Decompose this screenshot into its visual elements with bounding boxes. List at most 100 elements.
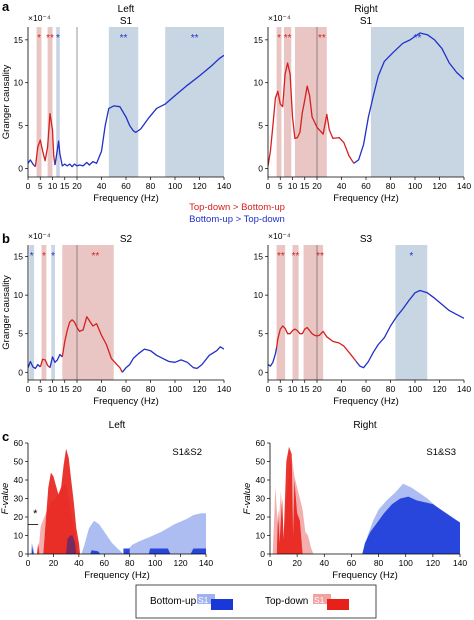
x-tick-label: 40 <box>97 181 107 191</box>
series-area-td-overlap <box>66 535 77 554</box>
y-tick-label: 0 <box>18 163 23 173</box>
y-tick-label: 50 <box>256 457 266 467</box>
y-axis-label: F-value <box>0 483 11 515</box>
sig-band <box>77 245 114 380</box>
x-tick-label: 20 <box>312 181 322 191</box>
y-exponent: ×10⁻⁴ <box>28 231 51 241</box>
series-line-bu <box>353 32 464 164</box>
y-tick-label: 15 <box>14 35 24 45</box>
x-tick-label: 140 <box>217 181 231 191</box>
series-line-td <box>268 62 355 167</box>
sig-band <box>51 245 55 380</box>
sig-band <box>317 27 327 177</box>
sig-annotation: * <box>33 508 38 520</box>
series-line-td <box>39 358 51 369</box>
legend-c-top-down-label: Top-down <box>265 596 308 607</box>
x-tick-label: 100 <box>148 558 162 568</box>
x-tick-label: 80 <box>374 558 384 568</box>
sig-band <box>165 27 224 177</box>
x-axis-label: Frequency (Hz) <box>93 193 158 204</box>
sig-stars: ** <box>284 33 292 44</box>
x-tick-label: 15 <box>300 384 310 394</box>
x-tick-label: 20 <box>72 181 82 191</box>
series-line-bu <box>54 54 224 168</box>
x-tick-label: 10 <box>288 384 298 394</box>
series-line-bu <box>28 360 41 370</box>
x-tick-label: 100 <box>408 181 422 191</box>
series-line-bu <box>355 289 464 369</box>
chart-subtitle: S1&S2 <box>172 447 202 458</box>
sig-stars: * <box>30 251 34 262</box>
y-exponent: ×10⁻⁴ <box>268 231 291 241</box>
sig-stars: ** <box>91 251 99 262</box>
legend-c-bu-swatch-light <box>197 594 215 604</box>
panel-label-a: a <box>2 0 10 14</box>
series-line-bu <box>28 159 36 168</box>
x-tick-label: 10 <box>48 181 58 191</box>
sig-band <box>41 245 47 380</box>
x-tick-label: 40 <box>320 558 330 568</box>
series-line-td <box>61 316 123 373</box>
x-tick-label: 20 <box>72 384 82 394</box>
x-tick-label: 10 <box>48 384 58 394</box>
sig-stars: ** <box>277 251 285 262</box>
sig-stars: ** <box>191 33 199 44</box>
chart-subtitle: S2 <box>120 234 133 245</box>
legend-bottom-up: Bottom-up > Top-down <box>189 214 285 225</box>
x-tick-label: 120 <box>432 181 446 191</box>
legend-c-td-swatch-text: S1 <box>314 595 325 605</box>
x-tick-label: 100 <box>168 181 182 191</box>
chart-b_right: S3×10⁻⁴** ** ** *0 5 10 15 20 40 60 80 100 120 140051… <box>254 231 472 407</box>
x-axis-label: Frequency (Hz) <box>333 396 398 407</box>
series-line-td <box>275 325 357 362</box>
x-tick-label: 15 <box>60 384 70 394</box>
sig-stars: ** <box>414 33 422 44</box>
sig-band <box>276 245 286 380</box>
chart-b_left: S2×10⁻⁴* * * **0 5 10 15 20 40 60 80 100 120 14005101… <box>1 231 231 407</box>
x-tick-label: 100 <box>168 384 182 394</box>
y-tick-label: 15 <box>254 252 264 262</box>
x-tick-label: 0 <box>266 181 271 191</box>
series-group <box>28 316 224 373</box>
y-tick-label: 15 <box>254 35 264 45</box>
x-tick-label: 5 <box>278 384 283 394</box>
x-tick-label: 0 <box>26 558 31 568</box>
y-tick-label: 5 <box>258 329 263 339</box>
sig-stars: ** <box>46 33 54 44</box>
y-tick-label: 10 <box>14 531 24 541</box>
chart-c_left: Left S1&S2 0 20 40 60 80 100 120 140 0 10 20 30 40 50 60… <box>0 420 213 581</box>
x-tick-label: 60 <box>361 384 371 394</box>
y-tick-label: 5 <box>258 121 263 131</box>
chart-title: Left <box>109 420 126 431</box>
x-axis-label: Frequency (Hz) <box>332 570 397 581</box>
x-tick-label: 140 <box>199 558 213 568</box>
y-tick-label: 15 <box>14 252 24 262</box>
chart-subtitle: S1 <box>120 16 133 27</box>
x-tick-label: 120 <box>426 558 440 568</box>
y-tick-label: 0 <box>18 549 23 559</box>
x-tick-label: 60 <box>121 181 131 191</box>
sig-stars: ** <box>316 251 324 262</box>
x-tick-label: 15 <box>60 181 70 191</box>
y-exponent: ×10⁻⁴ <box>28 13 51 23</box>
panel-label-b: b <box>2 231 10 246</box>
x-tick-label: 80 <box>146 384 156 394</box>
x-tick-label: 120 <box>173 558 187 568</box>
y-exponent: ×10⁻⁴ <box>268 13 291 23</box>
x-tick-label: 80 <box>146 181 156 191</box>
sig-band <box>303 245 317 380</box>
y-axis-label: F-value <box>242 483 253 515</box>
y-tick-label: 30 <box>256 494 266 504</box>
x-tick-label: 100 <box>399 558 413 568</box>
y-tick-label: 20 <box>256 512 266 522</box>
x-tick-label: 0 <box>266 384 271 394</box>
y-tick-label: 60 <box>14 438 24 448</box>
y-tick-label: 60 <box>256 438 266 448</box>
x-tick-label: 5 <box>38 181 43 191</box>
x-tick-label: 0 <box>26 181 31 191</box>
x-tick-label: 40 <box>74 558 84 568</box>
x-tick-label: 140 <box>453 558 467 568</box>
x-tick-label: 60 <box>100 558 110 568</box>
